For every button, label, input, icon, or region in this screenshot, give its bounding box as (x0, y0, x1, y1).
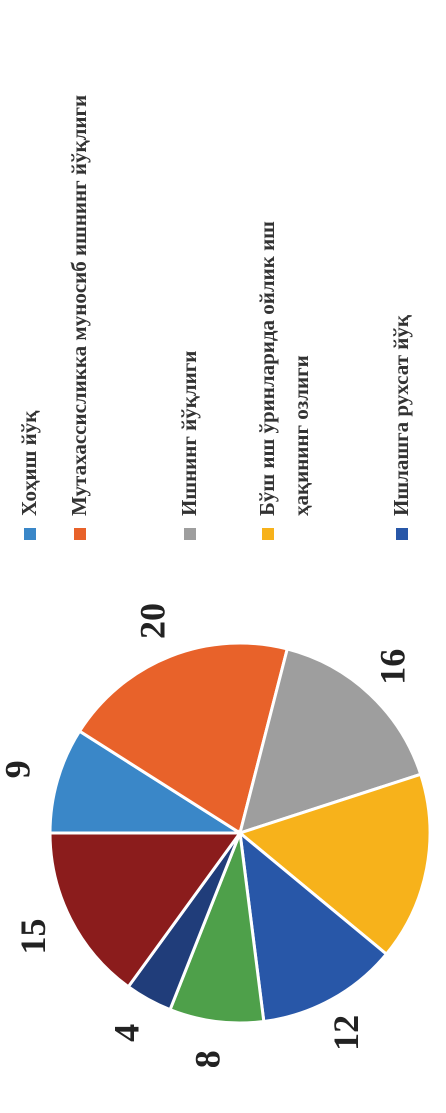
data-label: 16 (372, 649, 412, 685)
legend-item: Мутахассисликка муносиб ишнинг йўқлиги (62, 0, 96, 540)
pie-slice (48, 831, 243, 989)
legend-label: Хоҳиш йўқ (17, 410, 41, 516)
data-label: 9 (0, 760, 37, 778)
legend-swatch (74, 528, 86, 540)
legend-label: Ишнинг йўқлиги (177, 350, 201, 516)
pie-slice (237, 647, 423, 836)
legend-swatch (24, 528, 36, 540)
pie-slice (77, 641, 290, 836)
legend-label: Ишлашга рухсат йўқ (389, 315, 413, 516)
data-label: 20 (132, 603, 172, 639)
legend-swatch (262, 528, 274, 540)
pie-slice (238, 829, 389, 1024)
legend-label: Бўш иш ўринларида ойлик иш ҳақининг озли… (255, 221, 313, 516)
data-label: 15 (13, 919, 53, 955)
pie-slice (48, 729, 246, 835)
legend-swatch (396, 528, 408, 540)
pie-area: 9 20 16 12 8 4 15 (0, 603, 432, 1068)
legend-swatch (184, 528, 196, 540)
legend-item: Хоҳиш йўқ (12, 16, 46, 540)
pie-slice (236, 772, 432, 957)
data-label: 4 (106, 1024, 146, 1042)
legend-item: Ишлашга рухсат йўқ (384, 16, 418, 540)
data-label: 8 (188, 1050, 228, 1068)
legend-item: Бўш иш ўринларида ойлик иш ҳақининг озли… (250, 176, 318, 540)
legend-label: Мутахассисликка муносиб ишнинг йўқлиги (67, 94, 91, 516)
legend-item: Ишнинг йўқлиги (172, 16, 206, 540)
data-label: 12 (326, 1015, 366, 1051)
pie-slice (168, 832, 266, 1025)
